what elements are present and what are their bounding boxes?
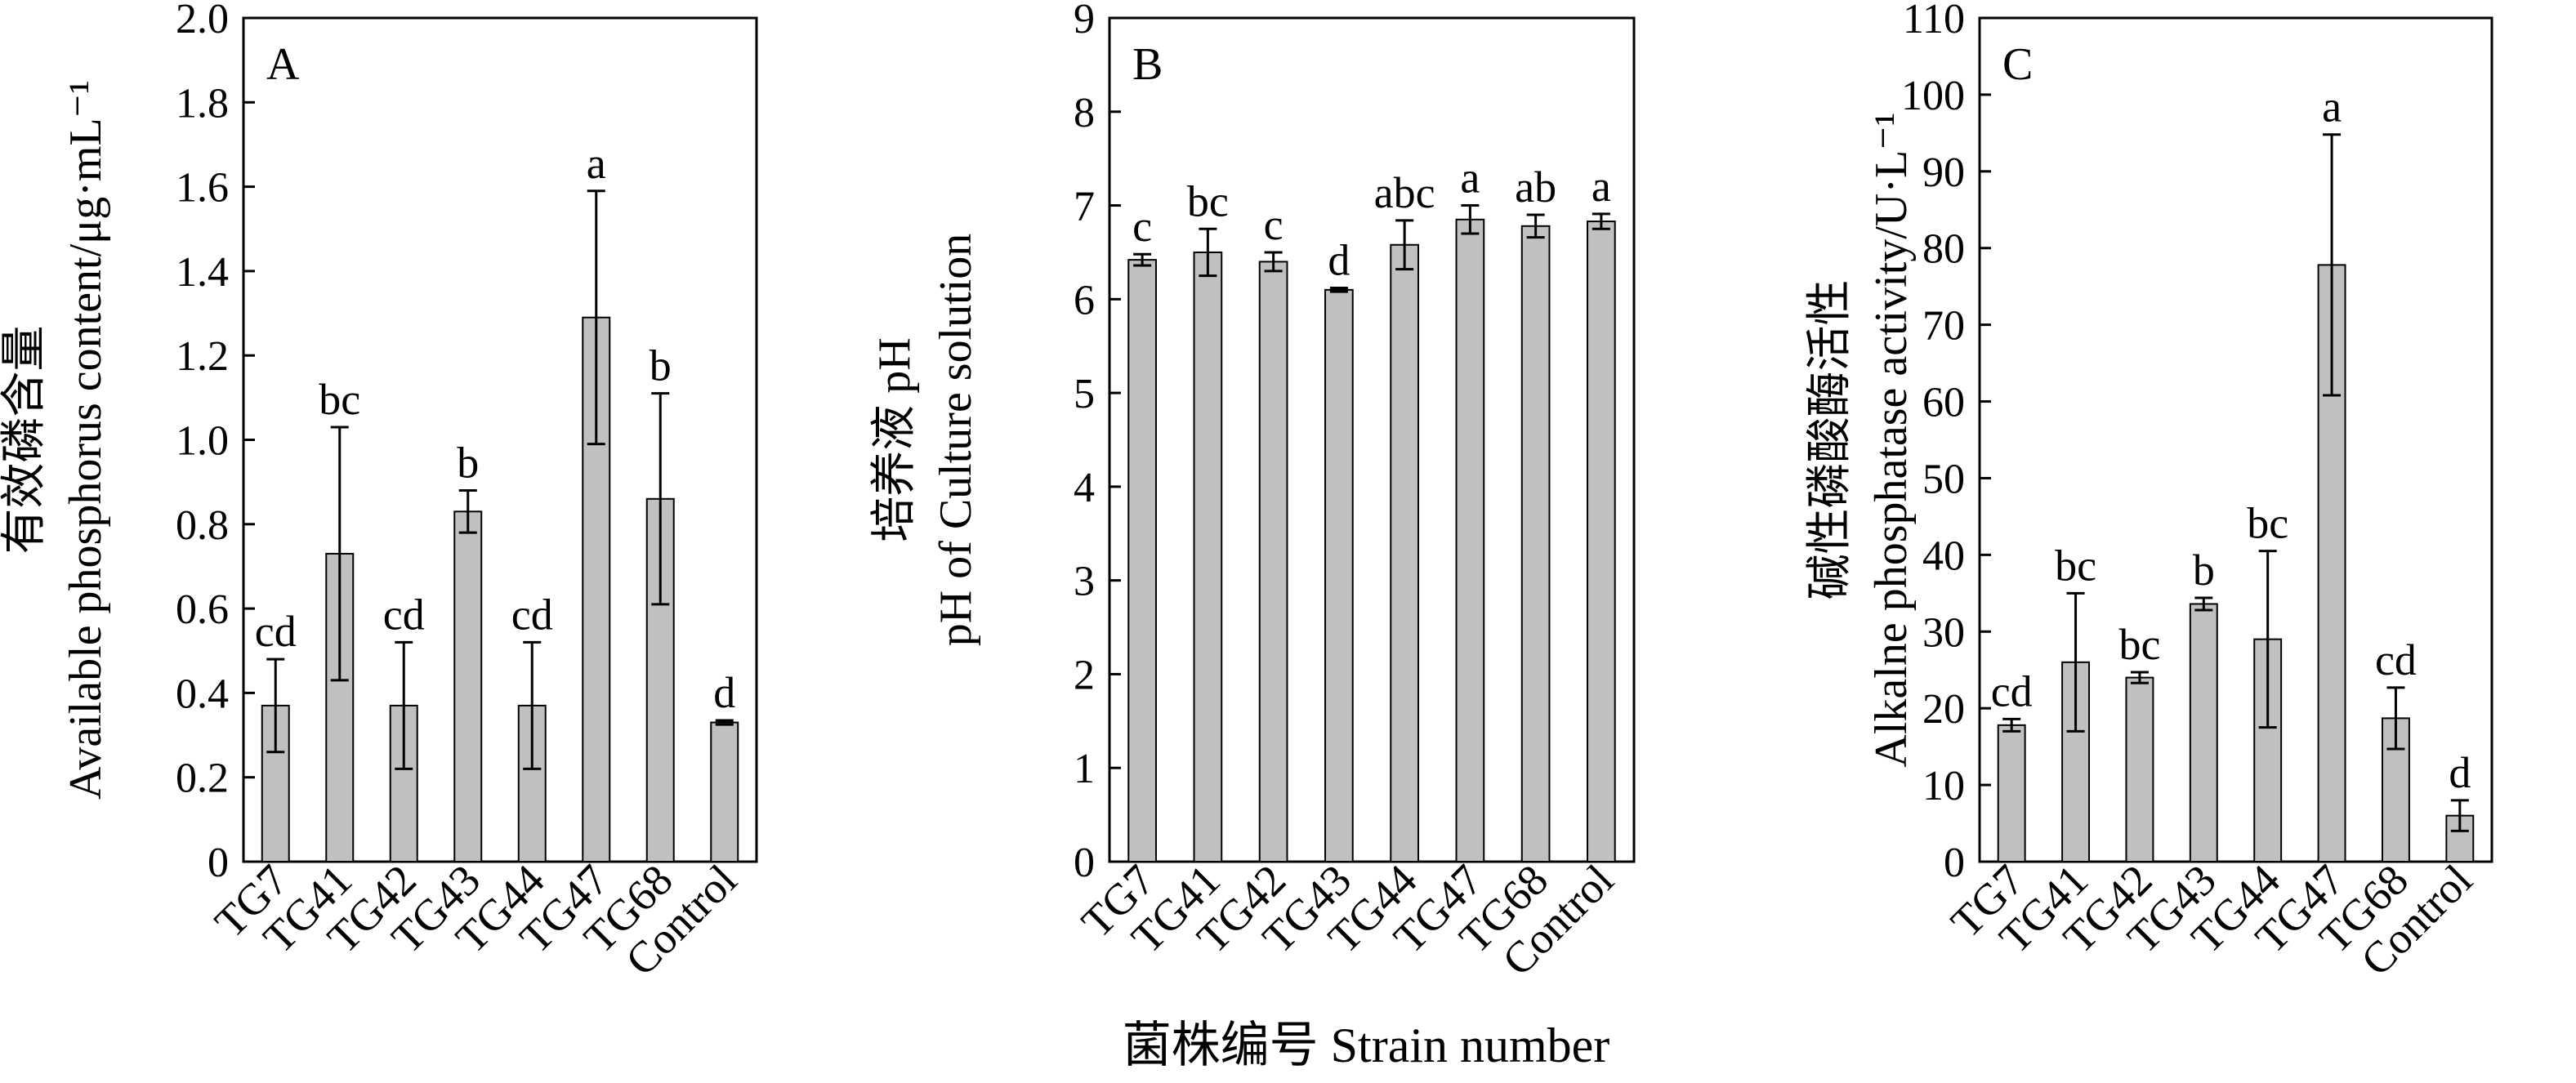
panel-b-bar	[1324, 288, 1354, 863]
panel-b-y-tick-label: 9	[1074, 0, 1095, 42]
panel-c-plot-frame	[1978, 16, 2493, 863]
panel-b-significance-label: d	[1328, 236, 1350, 285]
panel-a-y-tick-label: 1.6	[176, 165, 229, 212]
panel-a-significance-label: cd	[383, 590, 425, 639]
panel-a-significance-label: a	[587, 139, 606, 188]
panel-c-y-axis-title-en: Alkalne phosphatase activity/U·L⁻¹	[1866, 112, 1917, 767]
panel-b-y-axis-title-cn: 培养液 pH	[869, 337, 920, 542]
panel-c-y-tick-label: 0	[1944, 840, 1965, 886]
panel-c-significance-label: d	[2449, 748, 2471, 797]
panel-b-y-tick-label: 8	[1074, 90, 1095, 136]
panel-a-bar	[710, 721, 739, 862]
panel-b-y-tick-label: 6	[1074, 277, 1095, 323]
panel-a-y-tick-label: 1.8	[176, 80, 229, 127]
panel-c-significance-label: bc	[2055, 541, 2096, 590]
panel-c-significance-label: b	[2193, 546, 2215, 595]
panel-b-bar	[1127, 259, 1157, 863]
panel-a-y-axis-title-en: Available phosphorus content/μg·mL⁻¹	[60, 80, 111, 800]
panel-c-significance-label: cd	[1991, 666, 2033, 715]
panel-b-y-axis-title-en: pH of Culture solution	[931, 234, 981, 647]
panel-c-significance-label: cd	[2375, 635, 2417, 684]
panel-c-y-tick-label: 70	[1922, 303, 1965, 350]
panel-c-significance-label: bc	[2247, 499, 2288, 548]
panel-c-y-tick-label: 80	[1922, 226, 1965, 273]
panel-c-y-tick-label: 110	[1903, 0, 1965, 42]
panel-a-y-tick-label: 0.8	[176, 502, 229, 549]
panel-b-y-tick-label: 2	[1074, 652, 1095, 698]
panel-a-significance-label: cd	[255, 607, 297, 656]
shared-x-axis-title: 菌株编号 Strain number	[1123, 1018, 1610, 1072]
panel-b-bar	[1193, 251, 1223, 862]
panel-a-letter: A	[266, 39, 300, 90]
panel-b-bar	[1390, 243, 1419, 862]
panel-a-y-tick-label: 0	[208, 840, 229, 886]
chart-panel-b: 0123456789BcTG7bcTG41cTG42dTG43abcTG44aT…	[869, 0, 1636, 985]
panel-b-bar	[1258, 261, 1288, 862]
panel-a-y-tick-label: 1.0	[176, 418, 229, 465]
panel-c-y-tick-label: 100	[1901, 73, 1965, 119]
panel-a-bar	[453, 510, 483, 862]
panel-b-letter: B	[1132, 39, 1163, 90]
panel-a-significance-label: bc	[319, 375, 360, 424]
panel-b-bar	[1455, 218, 1485, 862]
panel-b-y-tick-label: 1	[1074, 746, 1095, 792]
panel-c-bar	[2189, 603, 2218, 862]
panel-c-bar	[2125, 676, 2154, 862]
panel-c-y-tick-label: 30	[1922, 609, 1965, 656]
panel-b-y-tick-label: 0	[1074, 840, 1095, 886]
panel-c-y-axis-title-cn: 碱性磷酸酶活性	[1805, 280, 1855, 600]
panel-a-plot-frame	[242, 16, 758, 863]
panel-a-y-tick-label: 2.0	[176, 0, 229, 42]
panel-a-significance-label: b	[650, 341, 672, 390]
panel-b-significance-label: abc	[1374, 168, 1435, 217]
panel-b-significance-label: c	[1132, 202, 1152, 251]
panel-c-y-tick-label: 10	[1922, 763, 1965, 809]
panel-c-y-tick-label: 60	[1922, 380, 1965, 426]
chart-panel-c: 0102030405060708090100110CcdTG7bcTG41bcT…	[1805, 0, 2493, 985]
panel-b-plot-frame	[1108, 16, 1636, 863]
panel-a-y-tick-label: 1.2	[176, 333, 229, 380]
panel-a-y-tick-label: 1.4	[176, 249, 229, 296]
panel-a-significance-label: b	[457, 438, 479, 487]
panel-c-letter: C	[2002, 39, 2033, 90]
panel-b-significance-label: ab	[1515, 163, 1556, 212]
panel-c-y-tick-label: 40	[1922, 533, 1965, 579]
panel-b-significance-label: a	[1460, 154, 1480, 203]
panel-a-significance-label: cd	[511, 590, 553, 639]
panel-c-y-tick-label: 50	[1922, 456, 1965, 502]
panel-a-y-tick-label: 0.4	[176, 671, 229, 717]
panel-b-significance-label: c	[1264, 200, 1284, 249]
panel-a-bar	[325, 552, 355, 863]
panel-b-y-tick-label: 3	[1074, 559, 1095, 605]
panel-a-y-axis-title-cn: 有效磷含量	[0, 326, 50, 555]
panel-b-bar	[1520, 225, 1551, 863]
chart-panel-a: 00.20.40.60.81.01.21.41.61.82.0AcdTG7bcT…	[0, 0, 758, 985]
panel-a-significance-label: d	[713, 668, 735, 717]
panel-b-y-tick-label: 4	[1074, 465, 1095, 511]
panel-c-significance-label: a	[2322, 82, 2342, 131]
panel-c-bar	[1997, 724, 2026, 862]
panel-a-y-tick-label: 0.6	[176, 586, 229, 633]
panel-c-significance-label: bc	[2118, 620, 2160, 669]
panel-c-y-tick-label: 90	[1922, 149, 1965, 196]
panel-b-significance-label: a	[1592, 162, 1611, 211]
panel-b-significance-label: bc	[1187, 176, 1229, 225]
panel-b-y-tick-label: 5	[1074, 371, 1095, 417]
panel-b-y-tick-label: 7	[1074, 184, 1095, 230]
panel-a-y-tick-label: 0.2	[176, 755, 229, 802]
panel-b-bar	[1587, 221, 1616, 863]
panel-c-y-tick-label: 20	[1922, 686, 1965, 733]
